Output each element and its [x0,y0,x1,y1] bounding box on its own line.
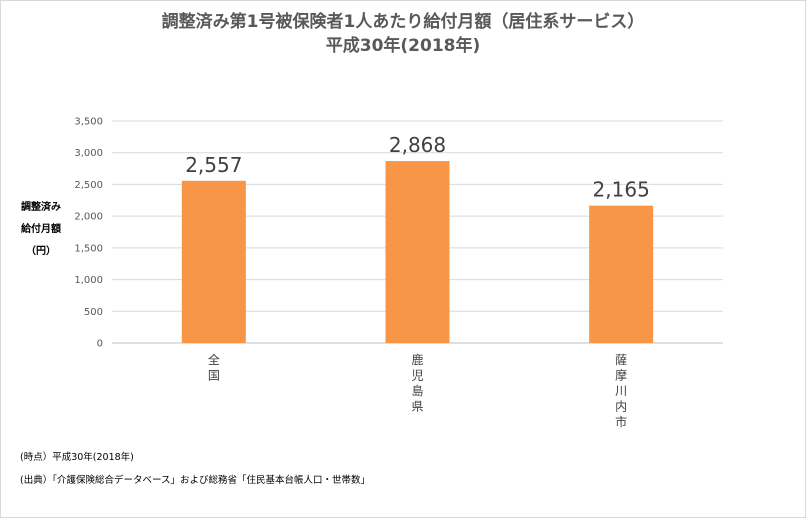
y-tick-label: 0 [97,339,103,350]
y-tick-label: 2,500 [74,180,103,191]
time-note: (時点）平成30年(2018年) [20,452,134,463]
y-tick-label: 1,500 [74,243,103,254]
y-tick-label: 3,000 [74,148,103,159]
source-note: (出典）「介護保険総合データベース」および総務省「住民基本台帳人口・世帯数」 [20,475,370,486]
y-tick-label: 500 [84,307,103,318]
data-label: 2,165 [593,178,650,202]
data-label: 2,868 [389,133,446,157]
y-axis-label: 調整済み 給付月額 （円） [14,197,68,263]
y-tick-label: 1,000 [74,275,103,286]
y-tick-label: 2,000 [74,212,103,223]
y-axis-label-line3: （円） [26,246,56,257]
y-axis-label-line2: 給付月額 [21,224,61,235]
category-label: 薩摩川内市 [615,353,627,429]
chart-title-line1: 調整済み第1号被保険者1人あたり給付月額（居住系サービス） [161,12,645,32]
category-label: 鹿児島県 [411,352,423,414]
data-label: 2,557 [185,153,242,177]
y-axis-label-line1: 調整済み [21,202,61,213]
chart-title-line2: 平成30年(2018年) [325,36,481,56]
y-tick-label: 3,500 [74,117,103,128]
chart-title: 調整済み第1号被保険者1人あたり給付月額（居住系サービス） 平成30年(2018… [0,10,806,58]
bar [385,161,450,343]
category-label: 全国 [208,352,220,383]
bar [589,205,654,343]
bar [181,180,246,343]
